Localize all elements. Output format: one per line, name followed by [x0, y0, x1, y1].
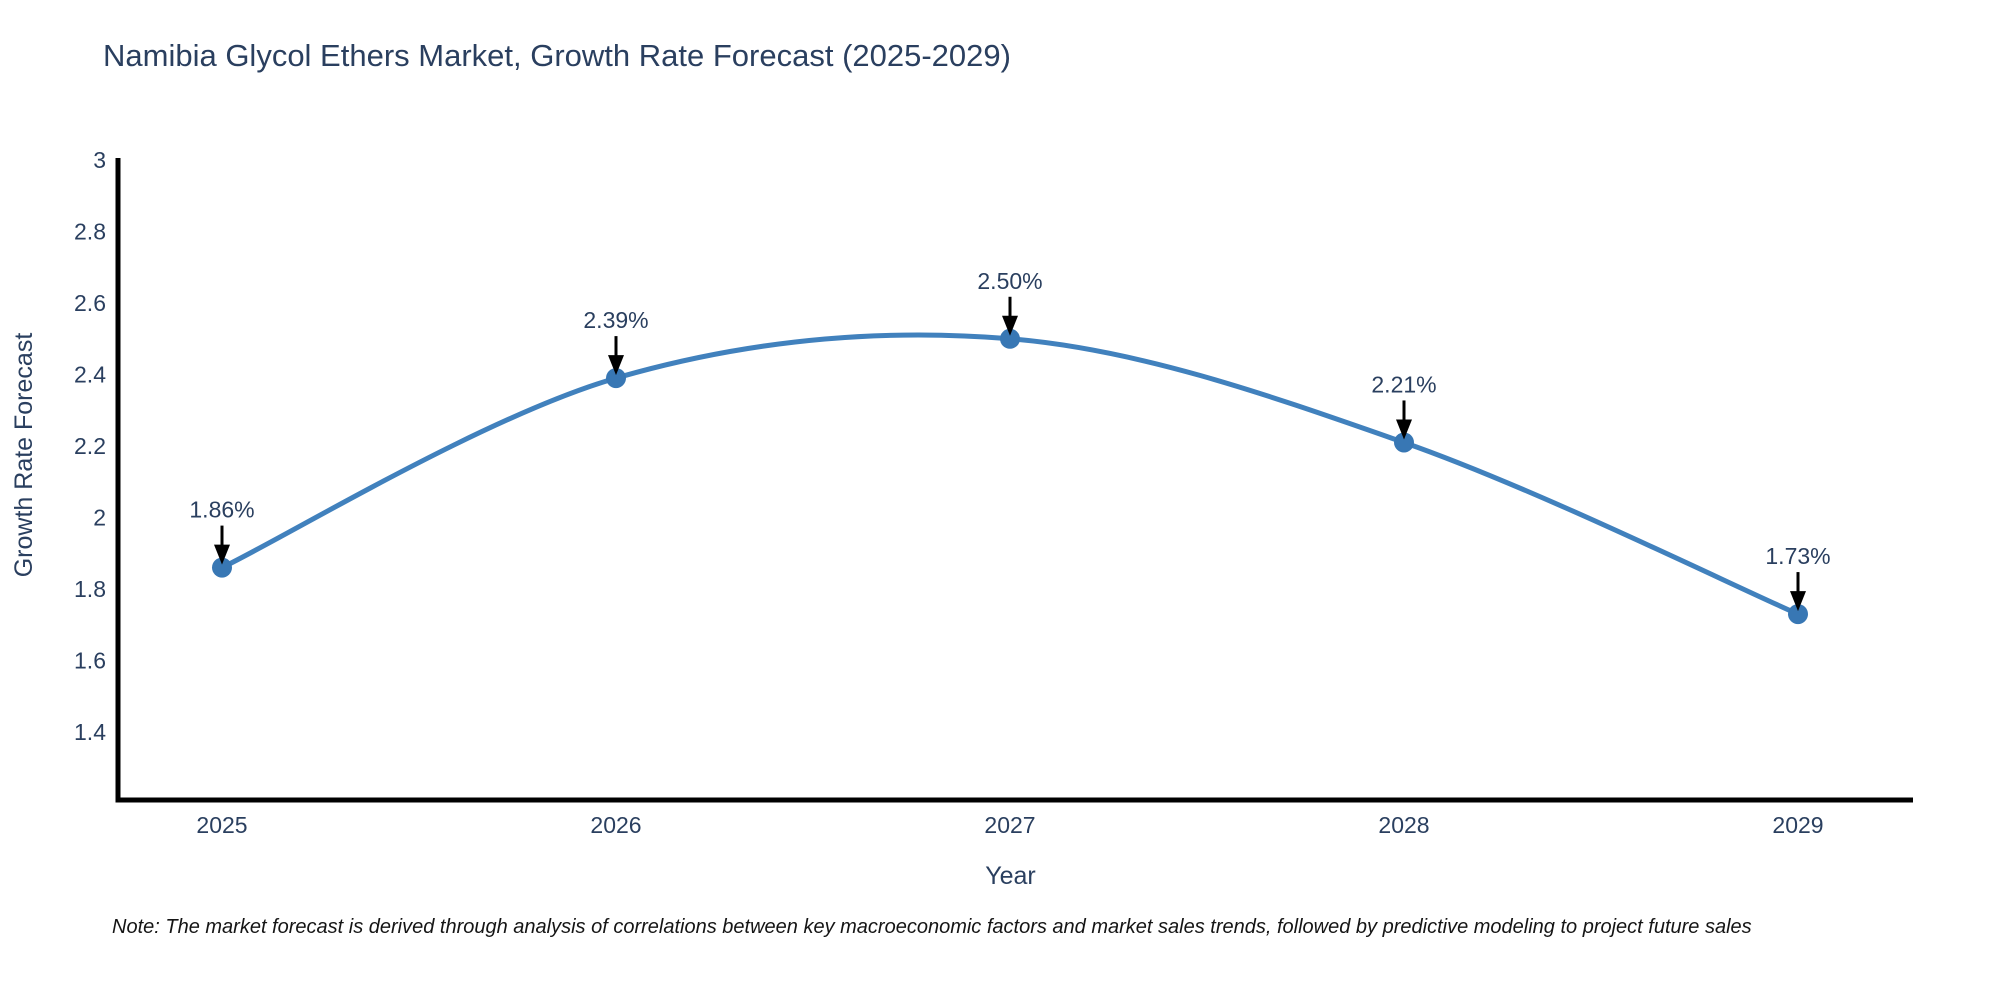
- data-point-label: 2.50%: [977, 268, 1042, 294]
- y-tick-label: 1.6: [74, 648, 106, 674]
- y-tick-label: 1.8: [74, 576, 106, 602]
- chart-title: Namibia Glycol Ethers Market, Growth Rat…: [103, 38, 1011, 73]
- y-tick-label: 3: [93, 147, 106, 173]
- trend-line: [219, 332, 1801, 617]
- annotation-arrow-head: [214, 544, 230, 565]
- annotation-arrow-head: [1790, 591, 1806, 612]
- x-tick-label: 2026: [590, 812, 641, 838]
- x-tick-label: 2027: [984, 812, 1035, 838]
- y-tick-label: 2.2: [74, 433, 106, 459]
- x-axis-title: Year: [985, 862, 1036, 890]
- x-tick-label: 2028: [1378, 812, 1429, 838]
- annotation-arrow-head: [1396, 419, 1412, 440]
- x-tick-label: 2029: [1772, 812, 1823, 838]
- data-point-label: 1.86%: [189, 497, 254, 523]
- y-tick-label: 1.4: [74, 719, 106, 745]
- data-point-marker: [1000, 328, 1020, 349]
- data-point-marker: [212, 557, 232, 578]
- data-point-marker: [1394, 432, 1414, 453]
- y-tick-label: 2.4: [74, 362, 106, 388]
- data-point-marker: [606, 368, 626, 389]
- data-point-label: 1.73%: [1765, 543, 1830, 569]
- footnote: Note: The market forecast is derived thr…: [112, 916, 1752, 938]
- data-point-label: 2.39%: [583, 307, 648, 333]
- y-axis-title: Growth Rate Forecast: [10, 333, 38, 578]
- y-tick-label: 2: [93, 505, 106, 531]
- x-tick-label: 2025: [196, 812, 247, 838]
- data-point-marker: [1788, 604, 1808, 625]
- data-point-label: 2.21%: [1371, 371, 1436, 397]
- annotation-arrow-head: [608, 355, 624, 376]
- annotation-arrow-head: [1002, 315, 1018, 336]
- y-tick-label: 2.8: [74, 219, 106, 245]
- y-tick-label: 2.6: [74, 290, 106, 316]
